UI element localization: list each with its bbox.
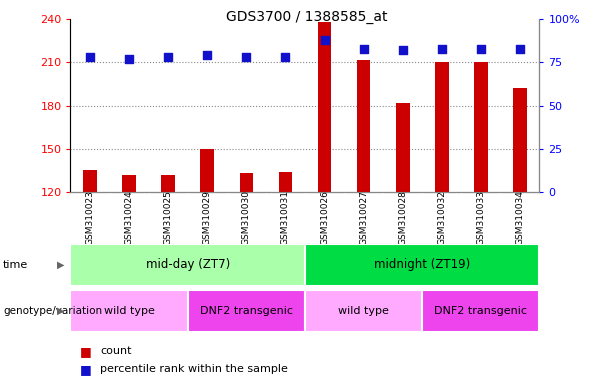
Text: GSM310028: GSM310028 xyxy=(398,190,407,245)
Text: DNF2 transgenic: DNF2 transgenic xyxy=(200,306,293,316)
Text: ▶: ▶ xyxy=(57,306,64,316)
Point xyxy=(476,46,485,52)
Point xyxy=(242,54,251,60)
Bar xyxy=(305,244,539,286)
Text: wild type: wild type xyxy=(104,306,154,316)
Text: wild type: wild type xyxy=(338,306,389,316)
Text: GSM310033: GSM310033 xyxy=(476,190,485,245)
Text: GSM310031: GSM310031 xyxy=(281,190,290,245)
Bar xyxy=(161,175,175,192)
Bar xyxy=(240,173,253,192)
Text: GDS3700 / 1388585_at: GDS3700 / 1388585_at xyxy=(226,10,387,23)
Point xyxy=(398,47,408,53)
Text: ▶: ▶ xyxy=(57,260,64,270)
Point xyxy=(202,53,212,59)
Bar xyxy=(278,172,292,192)
Text: GSM310034: GSM310034 xyxy=(516,190,524,245)
Bar xyxy=(357,60,370,192)
Text: ■: ■ xyxy=(80,345,91,358)
Bar xyxy=(318,22,332,192)
Bar xyxy=(396,103,409,192)
Point xyxy=(515,46,525,52)
Text: genotype/variation: genotype/variation xyxy=(3,306,102,316)
Bar xyxy=(305,290,422,332)
Point xyxy=(124,56,134,62)
Text: GSM310030: GSM310030 xyxy=(242,190,251,245)
Text: GSM310027: GSM310027 xyxy=(359,190,368,245)
Text: GSM310024: GSM310024 xyxy=(124,190,134,245)
Bar xyxy=(435,63,449,192)
Bar xyxy=(200,149,214,192)
Point xyxy=(319,37,329,43)
Text: ■: ■ xyxy=(80,363,91,376)
Text: percentile rank within the sample: percentile rank within the sample xyxy=(100,364,287,374)
Text: time: time xyxy=(3,260,28,270)
Point xyxy=(163,54,173,60)
Bar xyxy=(188,290,305,332)
Bar xyxy=(422,290,539,332)
Text: GSM310032: GSM310032 xyxy=(437,190,446,245)
Text: GSM310023: GSM310023 xyxy=(86,190,94,245)
Point xyxy=(85,54,95,60)
Bar xyxy=(70,290,188,332)
Text: DNF2 transgenic: DNF2 transgenic xyxy=(435,306,527,316)
Text: GSM310026: GSM310026 xyxy=(320,190,329,245)
Text: GSM310025: GSM310025 xyxy=(164,190,173,245)
Bar xyxy=(122,175,136,192)
Bar xyxy=(474,63,488,192)
Bar xyxy=(83,170,97,192)
Text: mid-day (ZT7): mid-day (ZT7) xyxy=(146,258,230,271)
Bar xyxy=(513,88,527,192)
Point xyxy=(359,46,368,52)
Bar xyxy=(70,244,305,286)
Text: count: count xyxy=(100,346,131,356)
Text: midnight (ZT19): midnight (ZT19) xyxy=(374,258,470,271)
Point xyxy=(437,46,447,52)
Point xyxy=(281,54,291,60)
Text: GSM310029: GSM310029 xyxy=(203,190,211,245)
